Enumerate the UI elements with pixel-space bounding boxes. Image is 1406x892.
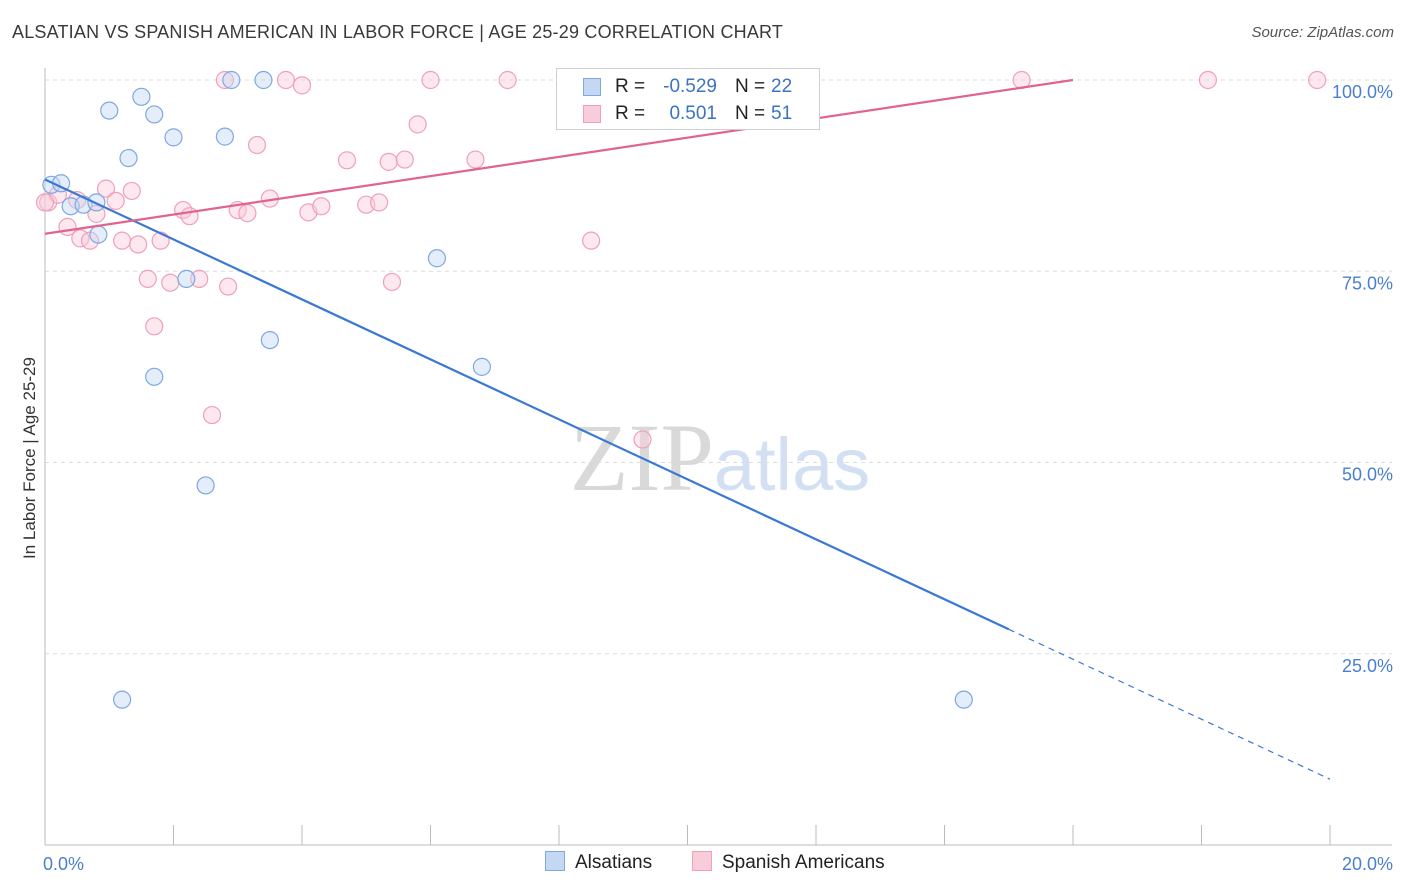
alsatians-legend-swatch <box>545 851 565 871</box>
alsatians-point <box>119 148 138 168</box>
alsatians-point <box>427 249 447 268</box>
spanish-americans-point <box>96 179 116 198</box>
spanish-americans-point <box>145 317 164 336</box>
y-tick-label: 25.0% <box>1342 656 1393 676</box>
alsatians-point <box>145 367 164 386</box>
alsatians-legend-label: Alsatians <box>575 852 653 873</box>
alsatians-trend-line <box>44 178 1010 631</box>
spanish-americans-point <box>151 231 170 250</box>
spanish-americans-point <box>1198 70 1218 90</box>
alsatians-point <box>100 101 119 120</box>
alsatians-point <box>89 225 108 244</box>
alsatians-point <box>260 331 279 350</box>
alsatians-trend-extension <box>1008 628 1331 780</box>
spanish-americans-point <box>395 150 414 169</box>
alsatians-point <box>145 105 164 124</box>
r-value: 0.501 <box>669 103 717 124</box>
y-tick-labels: 25.0% 50.0% 75.0% 100.0% <box>1332 82 1393 676</box>
alsatians-point <box>196 476 215 495</box>
n-label: N = <box>735 103 766 124</box>
alsatians-swatch <box>583 78 601 96</box>
spanish-americans-point <box>215 70 234 90</box>
alsatians-point <box>164 128 183 147</box>
y-tick-label: 100.0% <box>1332 82 1393 102</box>
alsatians-point <box>472 357 491 376</box>
alsatians-point <box>222 70 241 90</box>
spanish-americans-point <box>312 197 331 216</box>
spanish-americans-point <box>498 70 517 90</box>
n-value: 51 <box>771 103 793 124</box>
spanish-americans-point <box>202 405 222 425</box>
spanish-americans-point <box>138 269 157 288</box>
spanish-americans-legend-swatch <box>692 851 712 871</box>
alsatians-point <box>254 70 273 90</box>
spanish-americans-point <box>122 181 141 201</box>
spanish-americans-point <box>292 76 312 95</box>
spanish-americans-point <box>466 150 485 169</box>
axes <box>44 68 1392 846</box>
alsatians-point <box>954 690 973 709</box>
alsatians-points <box>42 70 973 709</box>
x-tick-labels: 0.0% 20.0% <box>43 854 1393 874</box>
legend-row-alsatians: R = -0.529 N = 22 <box>557 74 819 100</box>
r-label: R = <box>615 103 646 124</box>
spanish-americans-point <box>129 235 148 254</box>
spanish-americans-point <box>633 430 652 449</box>
spanish-americans-point <box>1308 70 1327 90</box>
stats-legend: R = -0.529 N = 22 R = 0.501 N = 51 <box>556 68 820 130</box>
spanish-americans-point <box>408 115 427 134</box>
r-value: -0.529 <box>663 76 717 97</box>
spanish-americans-points <box>35 70 1327 449</box>
spanish-americans-point <box>379 152 398 171</box>
spanish-americans-trend-line <box>44 78 1074 235</box>
alsatians-point <box>177 269 196 288</box>
spanish-americans-swatch <box>583 105 601 123</box>
spanish-americans-point <box>337 151 357 170</box>
y-tick-label: 50.0% <box>1342 465 1393 485</box>
spanish-americans-point <box>35 193 55 212</box>
x-tick-label: 20.0% <box>1342 854 1393 874</box>
alsatians-point <box>112 690 132 709</box>
legend-item-alsatians: Alsatians <box>545 851 652 874</box>
y-tick-label: 75.0% <box>1342 273 1393 293</box>
legend-row-spanish-americans: R = 0.501 N = 51 <box>557 101 819 127</box>
spanish-americans-legend-label: Spanish Americans <box>722 852 885 873</box>
spanish-americans-point <box>370 193 389 212</box>
grid-lines <box>45 79 1392 655</box>
spanish-americans-point <box>276 70 296 90</box>
y-axis-label: In Labor Force | Age 25-29 <box>20 357 39 559</box>
alsatians-point <box>215 127 234 146</box>
chart-source: Source: ZipAtlas.com <box>1251 24 1394 41</box>
spanish-americans-point <box>219 277 238 296</box>
spanish-americans-point <box>247 135 267 155</box>
spanish-americans-point <box>112 231 132 250</box>
r-label: R = <box>615 76 646 97</box>
spanish-americans-point <box>421 70 440 90</box>
spanish-americans-point <box>238 204 257 223</box>
alsatians-point <box>132 87 151 106</box>
spanish-americans-point <box>382 272 402 292</box>
watermark-atlas: atlas <box>714 423 870 506</box>
spanish-americans-point <box>106 191 125 210</box>
x-tick-label: 0.0% <box>43 854 84 874</box>
spanish-americans-point <box>161 273 180 292</box>
n-label: N = <box>735 76 766 97</box>
trend-lines <box>44 78 1331 780</box>
chart-title: ALSATIAN VS SPANISH AMERICAN IN LABOR FO… <box>12 22 784 42</box>
spanish-americans-point <box>190 269 209 288</box>
spanish-americans-point <box>582 231 601 250</box>
series-legend: Alsatians Spanish Americans <box>0 851 1406 877</box>
legend-item-spanish-americans: Spanish Americans <box>692 851 885 874</box>
n-value: 22 <box>771 76 793 97</box>
